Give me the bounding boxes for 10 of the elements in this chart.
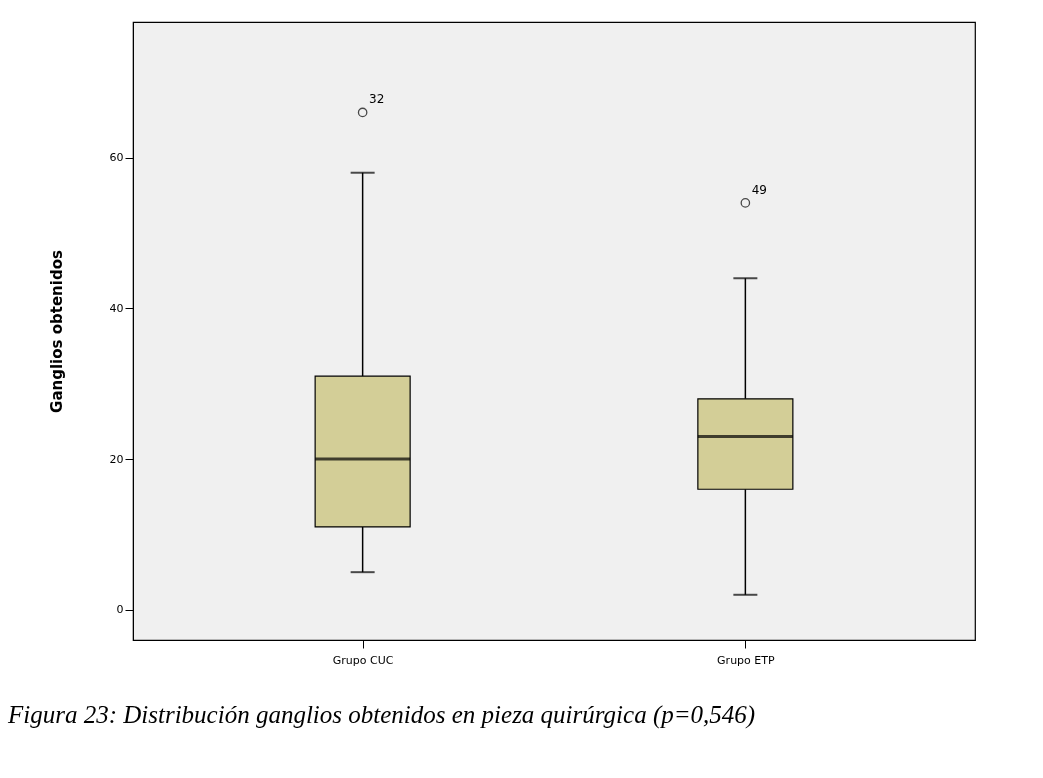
y-tick-label: 20 — [109, 452, 124, 466]
y-axis-title: Ganglios obtenidos — [47, 250, 66, 413]
annotation: 32 — [369, 92, 385, 107]
x-tick-label: Grupo ETP — [717, 653, 775, 667]
y-tick-label: 0 — [116, 603, 124, 617]
y-tick-label: 40 — [109, 301, 124, 315]
text: Figura 23: Distribución ganglios obtenidos en pieza quirúrgica (p=0,546) — [7, 701, 756, 729]
annotation: 49 — [751, 182, 767, 197]
x-tick-label: Grupo CUC — [332, 653, 394, 667]
y-tick-label: 60 — [109, 151, 124, 165]
